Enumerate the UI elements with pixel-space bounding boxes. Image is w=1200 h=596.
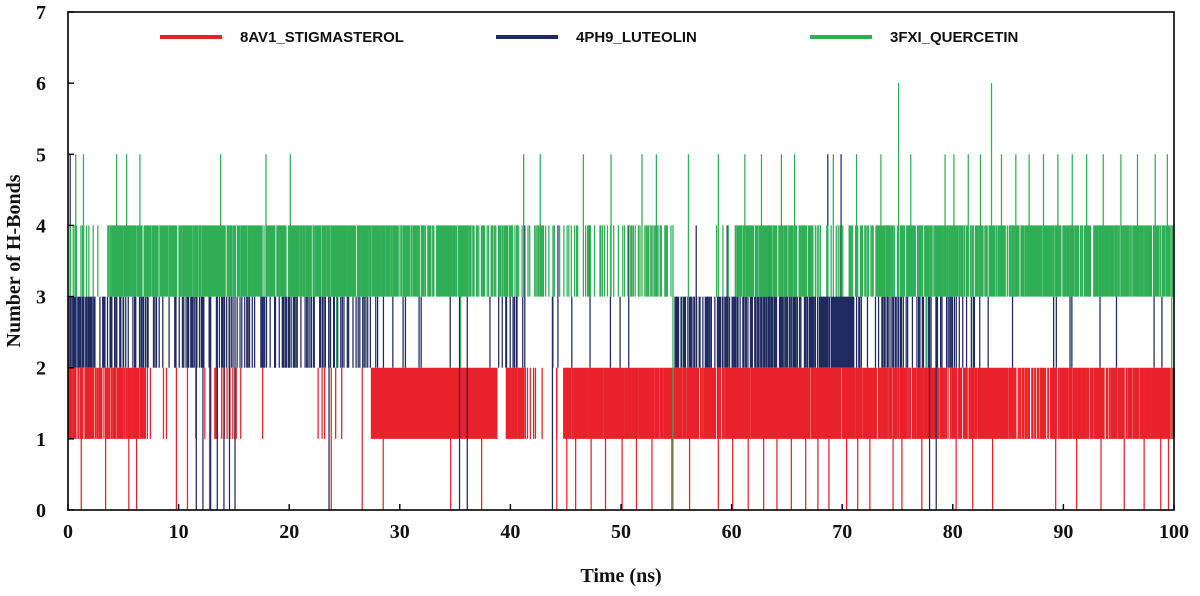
x-tick-label: 80 [943,521,963,543]
y-tick-label: 7 [36,2,46,24]
y-tick-label: 6 [36,73,46,95]
axis-ticks: 0 10 20 30 40 50 60 70 80 90 100 0 1 2 3 4 5 6 7 [36,2,1189,543]
legend-entry: 3FXI_QUERCETIN [810,29,1018,46]
legend-label: 8AV1_STIGMASTEROL [240,29,404,46]
series-trace [69,83,1174,510]
x-tick-label: 40 [500,521,520,543]
y-axis-title: Number of H-Bonds [3,174,25,347]
x-tick-label: 20 [279,521,299,543]
y-tick-label: 2 [36,358,46,380]
x-tick-label: 100 [1159,521,1189,543]
y-tick-label: 1 [36,429,46,451]
x-tick-label: 10 [169,521,189,543]
legend-entry: 4PH9_LUTEOLIN [496,29,697,46]
x-tick-label: 60 [722,521,742,543]
legend-label: 4PH9_LUTEOLIN [576,29,697,46]
x-tick-label: 0 [63,521,73,543]
y-tick-label: 4 [36,215,46,237]
x-tick-label: 90 [1053,521,1073,543]
series-3fxi-quercetin [69,83,1174,510]
x-axis-title: Time (ns) [580,565,661,587]
x-tick-label: 50 [611,521,631,543]
y-tick-label: 3 [36,287,46,309]
y-tick-label: 5 [36,144,46,166]
legend-entry: 8AV1_STIGMASTEROL [160,29,404,46]
y-tick-label: 0 [36,500,46,522]
x-tick-label: 30 [390,521,410,543]
legend: 8AV1_STIGMASTEROL 4PH9_LUTEOLIN 3FXI_QUERC… [160,29,1018,46]
x-tick-label: 70 [832,521,852,543]
legend-label: 3FXI_QUERCETIN [890,29,1018,46]
